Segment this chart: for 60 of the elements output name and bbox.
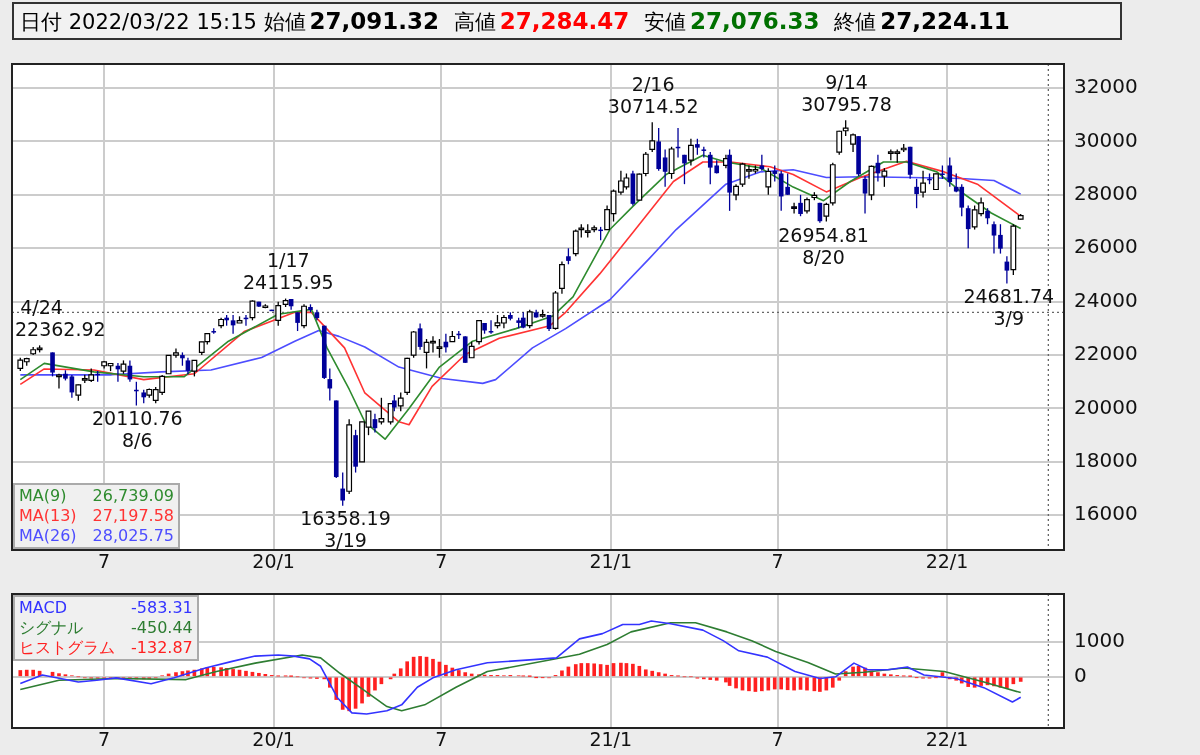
annotation: 24115.95 <box>243 271 334 293</box>
annotation: 26,739.09 <box>92 486 175 506</box>
y-tick-label: 28000 <box>1074 181 1138 206</box>
text: 27,091.32 <box>309 8 440 34</box>
text: 27,076.33 <box>689 8 820 34</box>
x-tick-label: 22/1 <box>925 728 969 751</box>
annotation: 26954.81 <box>778 224 869 247</box>
y-tick-label: 1000 <box>1074 627 1125 652</box>
x-tick-label: 22/1 <box>925 550 969 573</box>
y-tick-label: 16000 <box>1074 501 1138 526</box>
annotation: 3/9 <box>993 306 1025 329</box>
annotation: 30714.52 <box>607 94 699 117</box>
text: 27,224.11 <box>880 8 1010 34</box>
y-tick-label: 22000 <box>1074 341 1138 366</box>
y-tick-label: 24000 <box>1074 287 1138 312</box>
annotation: 16358.19 <box>300 507 391 530</box>
x-tick-label: 7 <box>435 550 448 573</box>
x-tick-label: 7 <box>98 550 111 573</box>
text: MA(9) <box>19 486 68 506</box>
annotation: 27,197.58 <box>92 506 175 526</box>
x-tick-label: 21/1 <box>589 728 633 751</box>
text: MA(13) <box>19 506 77 526</box>
annotation: 8/20 <box>802 246 845 269</box>
annotation: -450.44 <box>131 618 193 638</box>
annotation: 4/24 <box>20 295 63 318</box>
text: 終値 <box>833 10 877 34</box>
annotation: 1/17 <box>267 249 310 271</box>
annotation: -132.87 <box>131 638 193 658</box>
x-tick-label: 7 <box>98 728 111 751</box>
x-tick-label: 20/1 <box>252 728 295 751</box>
text: 高値 <box>452 10 496 34</box>
text: シグナル <box>19 618 84 638</box>
annotation: 28,025.75 <box>92 526 175 546</box>
annotation: 24681.74 <box>963 284 1055 307</box>
y-tick-label: 32000 <box>1074 74 1138 99</box>
y-tick-label: 30000 <box>1074 127 1138 152</box>
annotation: 30795.78 <box>801 92 892 115</box>
y-tick-label: 18000 <box>1074 448 1138 473</box>
x-tick-label: 7 <box>771 550 784 573</box>
annotation: 22362.92 <box>14 317 106 340</box>
annotation: 9/14 <box>825 70 868 93</box>
annotation: 20110.76 <box>91 406 183 429</box>
x-tick-label: 21/1 <box>589 550 633 573</box>
text: MA(26) <box>19 526 77 546</box>
annotation: 8/6 <box>121 428 153 451</box>
annotation: -583.31 <box>131 598 193 618</box>
text: 始値 <box>262 10 306 34</box>
chart-title: 日付 2022/03/22 15:15 <box>20 10 257 34</box>
y-tick-label: 26000 <box>1074 234 1138 259</box>
x-tick-label: 20/1 <box>252 550 295 573</box>
y-tick-label: 20000 <box>1074 394 1138 419</box>
y-tick-label: 0 <box>1074 662 1087 687</box>
text: 27,284.47 <box>499 8 630 34</box>
x-tick-label: 7 <box>435 728 448 751</box>
x-tick-label: 7 <box>771 728 784 751</box>
annotation: 2/16 <box>631 72 675 95</box>
series-label: ヒストグラム <box>19 638 115 658</box>
annotation: 3/19 <box>324 529 367 552</box>
text: 安値 <box>642 10 686 34</box>
text: MACD <box>19 598 68 618</box>
